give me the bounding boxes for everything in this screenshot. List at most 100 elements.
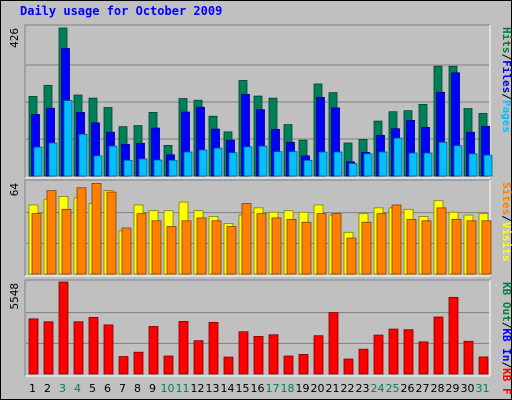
bar-sites-day-18	[286, 218, 297, 275]
day-label-1: 1	[29, 382, 36, 395]
panel-2-max-label: 64	[8, 183, 21, 197]
bar-kb-f-day-4	[73, 321, 84, 375]
bar-pages-day-15	[243, 146, 253, 177]
bar-pages-day-3	[63, 100, 73, 177]
day-label-30: 30	[461, 382, 475, 395]
legend-entry: /	[500, 362, 512, 369]
bar-kb-f-day-14	[223, 356, 234, 375]
day-label-11: 11	[176, 382, 190, 395]
legend-entry: KB F	[500, 368, 512, 395]
bar-kb-f-day-31	[478, 356, 489, 375]
bar-pages-day-4	[78, 133, 88, 177]
day-label-29: 29	[446, 382, 460, 395]
bar-kb-f-day-21	[328, 312, 339, 375]
legend-entry: Pages	[500, 100, 512, 133]
day-label-2: 2	[44, 382, 51, 395]
bar-kb-f-day-20	[313, 335, 324, 375]
bar-sites-day-29	[451, 218, 462, 275]
bar-sites-day-30	[466, 220, 477, 275]
bar-kb-f-day-24	[373, 334, 384, 375]
bar-kb-f-day-11	[178, 320, 189, 375]
bar-sites-day-17	[271, 217, 282, 275]
bar-kb-f-day-8	[133, 351, 144, 375]
day-label-27: 27	[416, 382, 430, 395]
panel-2-legend: Sites/Visits	[500, 182, 512, 262]
bar-pages-day-2	[48, 142, 58, 177]
bar-kb-f-day-22	[343, 358, 354, 375]
bar-sites-day-31	[481, 220, 492, 275]
bar-sites-day-28	[436, 207, 447, 275]
bar-kb-f-day-2	[43, 321, 54, 375]
day-label-6: 6	[104, 382, 111, 395]
bar-pages-day-11	[183, 151, 193, 177]
bar-kb-f-day-5	[88, 316, 99, 375]
bar-sites-day-1	[31, 213, 42, 275]
bar-sites-day-13	[211, 220, 222, 275]
bar-pages-day-12	[198, 149, 208, 177]
panel-3-legend: KB Out/KB In/KB F	[500, 282, 512, 395]
bar-sites-day-6	[106, 191, 117, 275]
bar-pages-day-17	[273, 151, 283, 177]
bar-pages-day-26	[408, 152, 418, 177]
bar-pages-day-21	[333, 151, 343, 177]
panel-1-legend: Hits/Files/Pages	[500, 27, 512, 133]
panel-1-max-label: 426	[8, 28, 21, 48]
bar-sites-day-9	[151, 220, 162, 275]
day-label-23: 23	[356, 382, 370, 395]
bar-kb-f-day-17	[268, 334, 279, 375]
bar-pages-day-18	[288, 151, 298, 177]
bar-kb-f-day-27	[418, 341, 429, 375]
bar-kb-f-day-7	[118, 356, 129, 375]
bar-kb-f-day-18	[283, 355, 294, 375]
bar-kb-f-day-26	[403, 329, 414, 375]
bar-kb-f-day-15	[238, 331, 249, 375]
day-label-26: 26	[401, 382, 415, 395]
bar-kb-f-day-19	[298, 354, 309, 375]
bar-pages-day-1	[33, 146, 43, 177]
bar-sites-day-12	[196, 217, 207, 275]
legend-entry: Files	[500, 60, 512, 93]
bar-kb-f-day-12	[193, 340, 204, 375]
bar-sites-day-15	[241, 203, 252, 275]
bar-sites-day-11	[181, 220, 192, 275]
day-label-25: 25	[386, 382, 400, 395]
bar-sites-day-5	[91, 183, 102, 275]
panel-3-max-label: 5548	[8, 283, 21, 310]
day-label-28: 28	[431, 382, 445, 395]
day-label-14: 14	[221, 382, 235, 395]
legend-entry: /	[500, 93, 512, 100]
bar-sites-day-23	[361, 221, 372, 275]
bar-pages-day-29	[453, 145, 463, 177]
day-label-31: 31	[476, 382, 490, 395]
chart-title: Daily usage for October 2009	[20, 4, 223, 18]
bar-kb-f-day-16	[253, 336, 264, 375]
legend-entry: Sites	[500, 182, 512, 215]
bar-kb-f-day-30	[463, 340, 474, 375]
bar-sites-day-4	[76, 187, 87, 275]
bar-pages-day-13	[213, 147, 223, 177]
bar-sites-day-24	[376, 213, 387, 275]
day-label-7: 7	[119, 382, 126, 395]
bar-kb-f-day-3	[58, 281, 69, 375]
day-label-8: 8	[134, 382, 141, 395]
day-label-12: 12	[191, 382, 205, 395]
day-label-24: 24	[371, 382, 385, 395]
legend-entry: KB Out	[500, 282, 512, 322]
day-label-10: 10	[161, 382, 175, 395]
bar-kb-f-day-29	[448, 296, 459, 375]
bar-sites-day-20	[316, 213, 327, 275]
bar-pages-day-19	[303, 159, 313, 177]
day-label-16: 16	[251, 382, 265, 395]
bar-pages-day-14	[228, 152, 238, 177]
bar-kb-f-day-1	[28, 318, 39, 375]
bar-sites-day-3	[61, 208, 72, 275]
bar-pages-day-8	[138, 158, 148, 177]
bar-sites-day-26	[406, 218, 417, 275]
bar-sites-day-7	[121, 227, 132, 275]
bar-pages-day-16	[258, 145, 268, 177]
bar-kb-f-day-28	[433, 316, 444, 375]
bar-pages-day-20	[318, 151, 328, 177]
bar-sites-day-14	[226, 226, 237, 275]
bar-pages-day-22	[348, 163, 358, 177]
